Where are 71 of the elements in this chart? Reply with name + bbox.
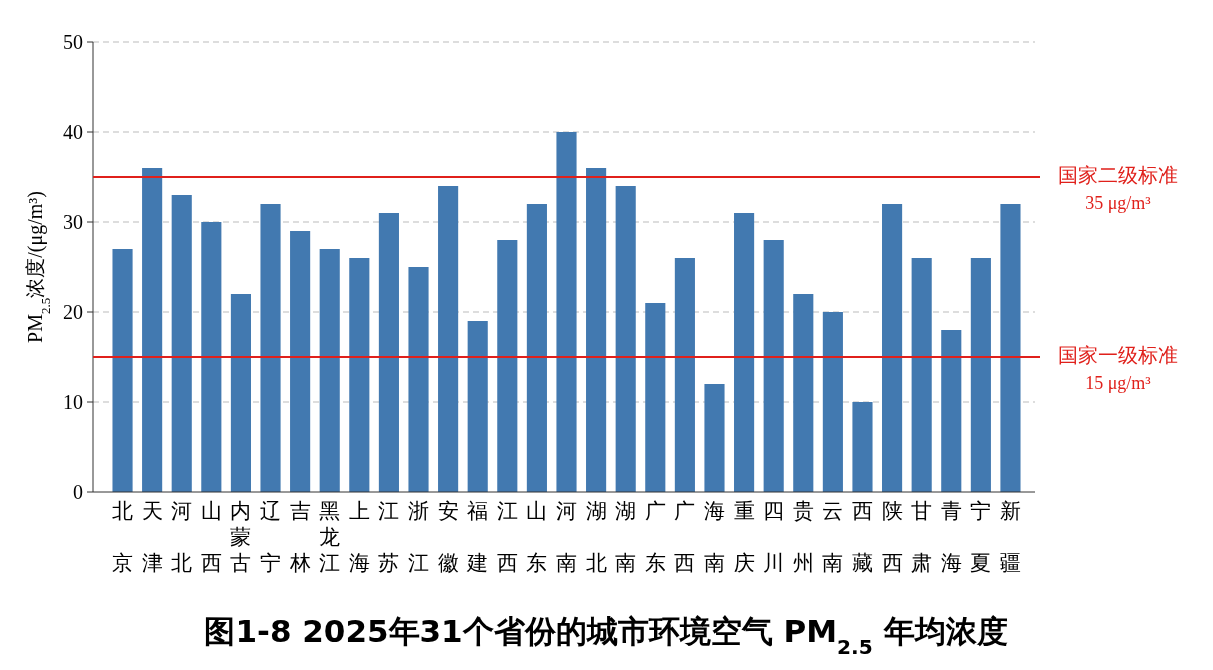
bar	[438, 186, 459, 492]
bar	[734, 213, 755, 492]
bar	[497, 240, 518, 492]
category-label: 重庆	[733, 499, 755, 575]
category-label: 河北	[171, 499, 193, 575]
bar	[349, 258, 370, 492]
category-label: 江西	[496, 499, 518, 575]
bar	[645, 303, 666, 492]
bar	[319, 249, 340, 492]
ref-line-label: 国家二级标准 35 μg/m³	[1058, 163, 1178, 213]
category-label: 北京	[112, 499, 134, 575]
y-tick-label: 40	[63, 121, 83, 143]
bar	[882, 204, 903, 492]
category-label: 福建	[467, 499, 489, 575]
bar	[941, 330, 962, 492]
category-label: 陕西	[881, 499, 903, 575]
category-label: 辽宁	[260, 499, 282, 575]
category-label: 青海	[940, 499, 962, 575]
category-label: 西藏	[851, 499, 873, 575]
category-label: 山西	[200, 499, 222, 575]
bar	[142, 168, 163, 492]
y-tick-label: 30	[63, 211, 83, 233]
category-label: 安徽	[437, 499, 459, 575]
category-label: 湖北	[585, 499, 607, 575]
category-label: 海南	[703, 499, 725, 575]
category-label: 上海	[348, 499, 370, 575]
bar	[526, 204, 547, 492]
category-label: 吉林	[289, 499, 311, 575]
bar	[1000, 204, 1021, 492]
bar	[822, 312, 843, 492]
bar	[970, 258, 991, 492]
category-label: 甘肃	[911, 499, 933, 575]
bar	[230, 294, 251, 492]
bar	[260, 204, 281, 492]
category-label: 宁夏	[970, 499, 992, 575]
text: 图1-8 2025年31个省份的城市环境空气 PM$_{2.5}$ 年均浓度	[204, 613, 1008, 659]
bar	[171, 195, 192, 492]
category-label: 山东	[526, 499, 548, 575]
category-label: 浙江	[408, 499, 430, 575]
ref-line-label: 国家一级标准 15 μg/m³	[1058, 343, 1178, 393]
bar	[378, 213, 399, 492]
bar	[852, 402, 873, 492]
category-label: 四川	[763, 499, 785, 575]
category-label: 云南	[822, 499, 844, 575]
category-label: 天津	[141, 499, 163, 575]
bar	[201, 222, 222, 492]
bar	[290, 231, 311, 492]
category-label: 贵州	[792, 499, 814, 575]
bar	[793, 294, 814, 492]
category-label: 河南	[556, 499, 577, 575]
bar	[763, 240, 784, 492]
bar	[112, 249, 133, 492]
bar	[615, 186, 636, 492]
bar	[911, 258, 932, 492]
y-tick-label: 20	[63, 301, 83, 323]
category-label: 新疆	[999, 499, 1021, 575]
y-tick-label: 50	[63, 31, 83, 53]
bar	[586, 168, 607, 492]
bar	[704, 384, 725, 492]
category-label: 广西	[674, 499, 696, 575]
y-tick-label: 10	[63, 391, 83, 413]
category-label: 湖南	[615, 499, 637, 575]
bar	[556, 132, 577, 492]
bar	[467, 321, 488, 492]
category-label: 广东	[644, 499, 666, 575]
category-label: 江苏	[378, 499, 400, 575]
bar	[408, 267, 429, 492]
x-tick-label: 内蒙古	[230, 499, 252, 575]
y-tick-label: 0	[73, 481, 83, 503]
bar	[674, 258, 695, 492]
x-tick-label: 黑龙江	[319, 499, 341, 575]
